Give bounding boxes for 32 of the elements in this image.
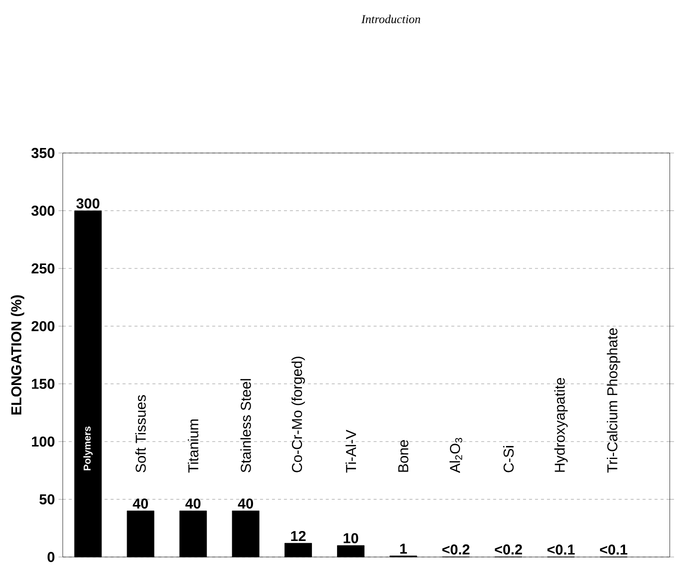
- data-label: <0.1: [547, 544, 575, 555]
- data-label: <0.2: [494, 544, 522, 555]
- text: Introduction: [361, 14, 420, 24]
- x-tick-label: Titanium: [188, 419, 198, 473]
- y-tick-label: 0: [48, 552, 54, 562]
- y-tick-label: 50: [39, 494, 54, 504]
- data-label: <0.1: [600, 544, 628, 555]
- x-tick-label: Bone: [398, 440, 408, 472]
- data-label: 300: [76, 198, 100, 209]
- x-tick-label: Ti-Al-V: [346, 430, 356, 473]
- x-tick-label: Soft Tissues: [135, 395, 146, 472]
- x-tick-label: Polymers: [83, 426, 93, 470]
- x-tick-label: C-Si: [503, 446, 514, 472]
- x-tick-label: Stainless Steel: [240, 379, 251, 472]
- x-tick-label: Hydroxyapatite: [554, 378, 568, 472]
- y-axis-title: ELONGATION (%): [10, 295, 24, 414]
- x-tick-label: Al$_{2}$O$_{3}$: [450, 438, 462, 473]
- y-tick-label: 100: [32, 436, 54, 447]
- data-label: 40: [238, 498, 254, 509]
- y-tick-label: 350: [31, 148, 54, 158]
- y-tick-label: 150: [32, 378, 54, 389]
- x-tick-label: Tri-Calcium Phosphate: [606, 328, 620, 473]
- y-tick-label: 200: [32, 321, 54, 332]
- data-label: 1: [400, 544, 407, 554]
- y-tick-label: 250: [32, 263, 54, 274]
- data-label: <0.2: [442, 544, 470, 555]
- data-label: 10: [344, 533, 358, 544]
- data-label: 40: [132, 498, 148, 509]
- data-label: 40: [185, 498, 200, 509]
- y-tick-label: 300: [31, 206, 54, 216]
- data-label: 12: [291, 530, 306, 541]
- x-tick-label: Co-Cr-Mo (forged): [292, 356, 305, 472]
